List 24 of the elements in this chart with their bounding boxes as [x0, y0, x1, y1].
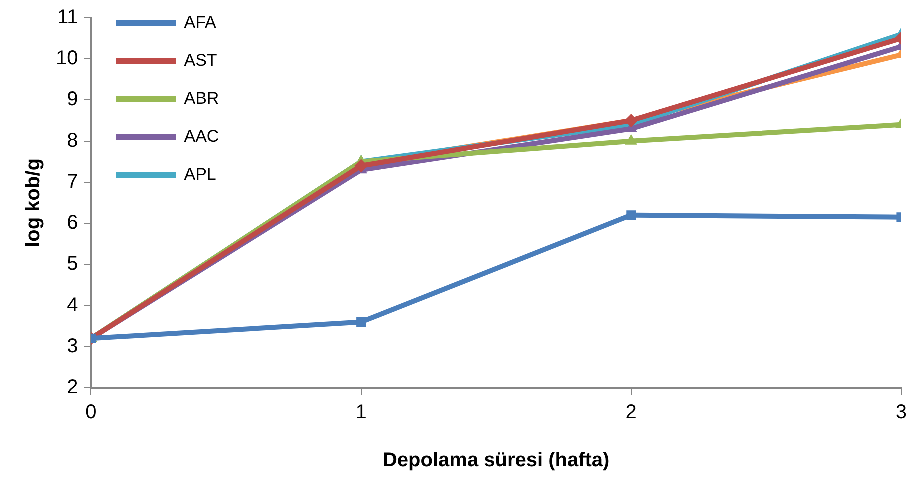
y-tick-label: 3 — [67, 335, 78, 358]
y-tick-label: 2 — [67, 376, 78, 399]
legend-label: AFA — [184, 13, 216, 33]
x-tick-label: 2 — [626, 402, 637, 424]
point — [626, 134, 638, 145]
y-tick-label: 4 — [67, 294, 78, 316]
legend-label: AST — [184, 51, 218, 71]
legend-label: ABR — [184, 89, 220, 109]
point — [354, 160, 368, 172]
y-tick-label: 10 — [56, 48, 78, 70]
x-tick-label: 0 — [86, 402, 97, 424]
legend-label: AAC — [184, 127, 220, 147]
y-tick-label: 5 — [67, 253, 78, 276]
x-tick-label: 3 — [896, 402, 907, 424]
y-tick-label: 8 — [67, 130, 78, 152]
x-tick-label: 1 — [356, 402, 367, 424]
legend-label: APL — [184, 165, 216, 185]
y-tick-label: 11 — [57, 6, 78, 29]
y-tick-label: 7 — [67, 170, 78, 193]
y-tick-label: 6 — [67, 212, 78, 234]
point — [624, 114, 638, 128]
x-axis-title: Depolama süresi (hafta) — [382, 450, 610, 472]
y-axis-title: log kob/g — [22, 158, 45, 248]
y-tick-label: 9 — [67, 88, 78, 111]
